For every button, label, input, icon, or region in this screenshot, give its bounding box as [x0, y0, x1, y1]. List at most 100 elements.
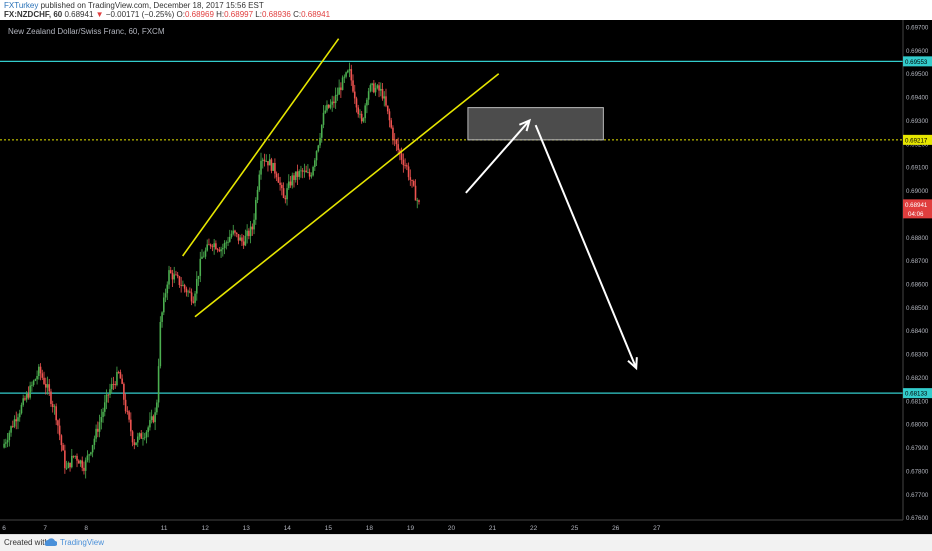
price-tick-label: 0.68700 [906, 258, 929, 265]
candle-body [55, 406, 57, 421]
candle-body [145, 432, 148, 438]
candle-body [397, 144, 399, 151]
price-tick-label: 0.69300 [906, 118, 929, 125]
candle-body [29, 385, 31, 398]
candle-body [414, 185, 417, 201]
candle-body [347, 70, 349, 73]
candle-body [303, 170, 306, 172]
candle-body [314, 160, 316, 167]
candle-body [341, 77, 344, 90]
candle-body [131, 431, 134, 443]
candle-body [24, 398, 26, 400]
candle-body [180, 285, 182, 286]
candle-body [393, 139, 396, 141]
candle-body [336, 94, 339, 96]
candle-body [173, 274, 176, 280]
level-price-text: 0.69553 [905, 59, 928, 66]
candle-body [388, 111, 391, 121]
projection-arrow [534, 124, 638, 369]
time-axis[interactable]: 6 7 8 11 12 13 14 15 18 19 20 21 22 25 26 27 [0, 519, 903, 532]
candle-body [22, 398, 24, 405]
open-value: 0.68969 [184, 10, 214, 19]
candle-body [36, 376, 38, 380]
candle-body [25, 393, 28, 400]
candle-body [60, 435, 63, 446]
candle-body [97, 428, 99, 432]
time-tick-label: 12 [202, 525, 210, 532]
candle-body [331, 101, 333, 105]
candle-body [241, 237, 243, 242]
price-tick-label: 0.69400 [906, 95, 929, 102]
level-price-text: 0.68133 [905, 391, 928, 398]
price-axis[interactable]: 0.69700 0.69600 0.69500 0.69400 0.69300 0.692… [902, 20, 929, 522]
candle-body [220, 249, 222, 252]
chart-area[interactable]: New Zealand Dollar/Swiss Franc, 60, FXCM… [0, 20, 932, 534]
candle-body [176, 274, 179, 277]
candle-body [105, 394, 108, 403]
candle-body [182, 285, 184, 286]
candle-body [138, 433, 141, 437]
candle-body [296, 171, 299, 177]
candle-body [258, 174, 261, 190]
candle-body [32, 380, 35, 385]
candle-body [399, 150, 401, 154]
candle-body [17, 417, 19, 422]
price-chart[interactable]: New Zealand Dollar/Swiss Franc, 60, FXCM… [0, 20, 932, 534]
candle-body [18, 413, 21, 418]
candle-body [117, 372, 120, 373]
price-tick-label: 0.68800 [906, 235, 929, 242]
time-tick-label: 15 [325, 525, 333, 532]
candle-body [371, 83, 373, 86]
candle-body [395, 140, 398, 145]
symbol-label: FX:NZDCHF, 60 [4, 10, 63, 19]
candle-body [350, 69, 353, 81]
candle-body [178, 276, 181, 286]
author-link[interactable]: FXTurkey [4, 1, 39, 10]
footer: Created with TradingView [0, 534, 932, 551]
candle-body [376, 85, 379, 88]
candle-body [294, 171, 297, 180]
candle-body [38, 366, 40, 377]
candle-body [279, 182, 281, 185]
level-price-tag [903, 56, 932, 67]
candle-body [324, 110, 327, 113]
candle-body [235, 232, 238, 235]
axis-price-labels: 0.69553 0.68133 0.69217 0.68941 04:06 [903, 56, 932, 399]
resistance-zone [467, 107, 604, 141]
time-tick-label: 8 [84, 525, 88, 532]
candle-body [183, 285, 186, 289]
candle-body [298, 171, 301, 177]
candle-body [126, 411, 129, 412]
candle-body [385, 96, 387, 106]
candle-body [291, 175, 294, 186]
candle-body [260, 160, 262, 175]
last-value: 0.68941 [64, 10, 94, 19]
candle-body [119, 372, 122, 379]
candle-body [79, 460, 82, 464]
candle-body [418, 200, 420, 202]
low-value: 0.68936 [261, 10, 291, 19]
candle-body [156, 402, 158, 413]
time-tick-label: 18 [366, 525, 374, 532]
candle-body [223, 243, 226, 249]
tradingview-logo-icon [44, 537, 57, 547]
channel-lines [182, 38, 500, 318]
candle-body [152, 416, 155, 423]
candle-body [411, 179, 413, 181]
candle-body [168, 270, 170, 285]
candle-body [246, 230, 248, 236]
candle-body [157, 366, 160, 403]
candle-body [31, 384, 33, 386]
candle-body [27, 393, 30, 398]
tradingview-brand[interactable]: TradingView [60, 538, 105, 547]
current-price-tag [903, 199, 932, 219]
candle-body [412, 180, 415, 186]
candle-body [53, 406, 56, 408]
candle-body [123, 383, 125, 400]
candle-body [133, 442, 136, 445]
created-with-text: Created with [4, 538, 49, 547]
candle-body [312, 166, 314, 176]
candle-body [67, 462, 70, 469]
candle-body [190, 292, 193, 302]
candle-body [161, 312, 163, 322]
